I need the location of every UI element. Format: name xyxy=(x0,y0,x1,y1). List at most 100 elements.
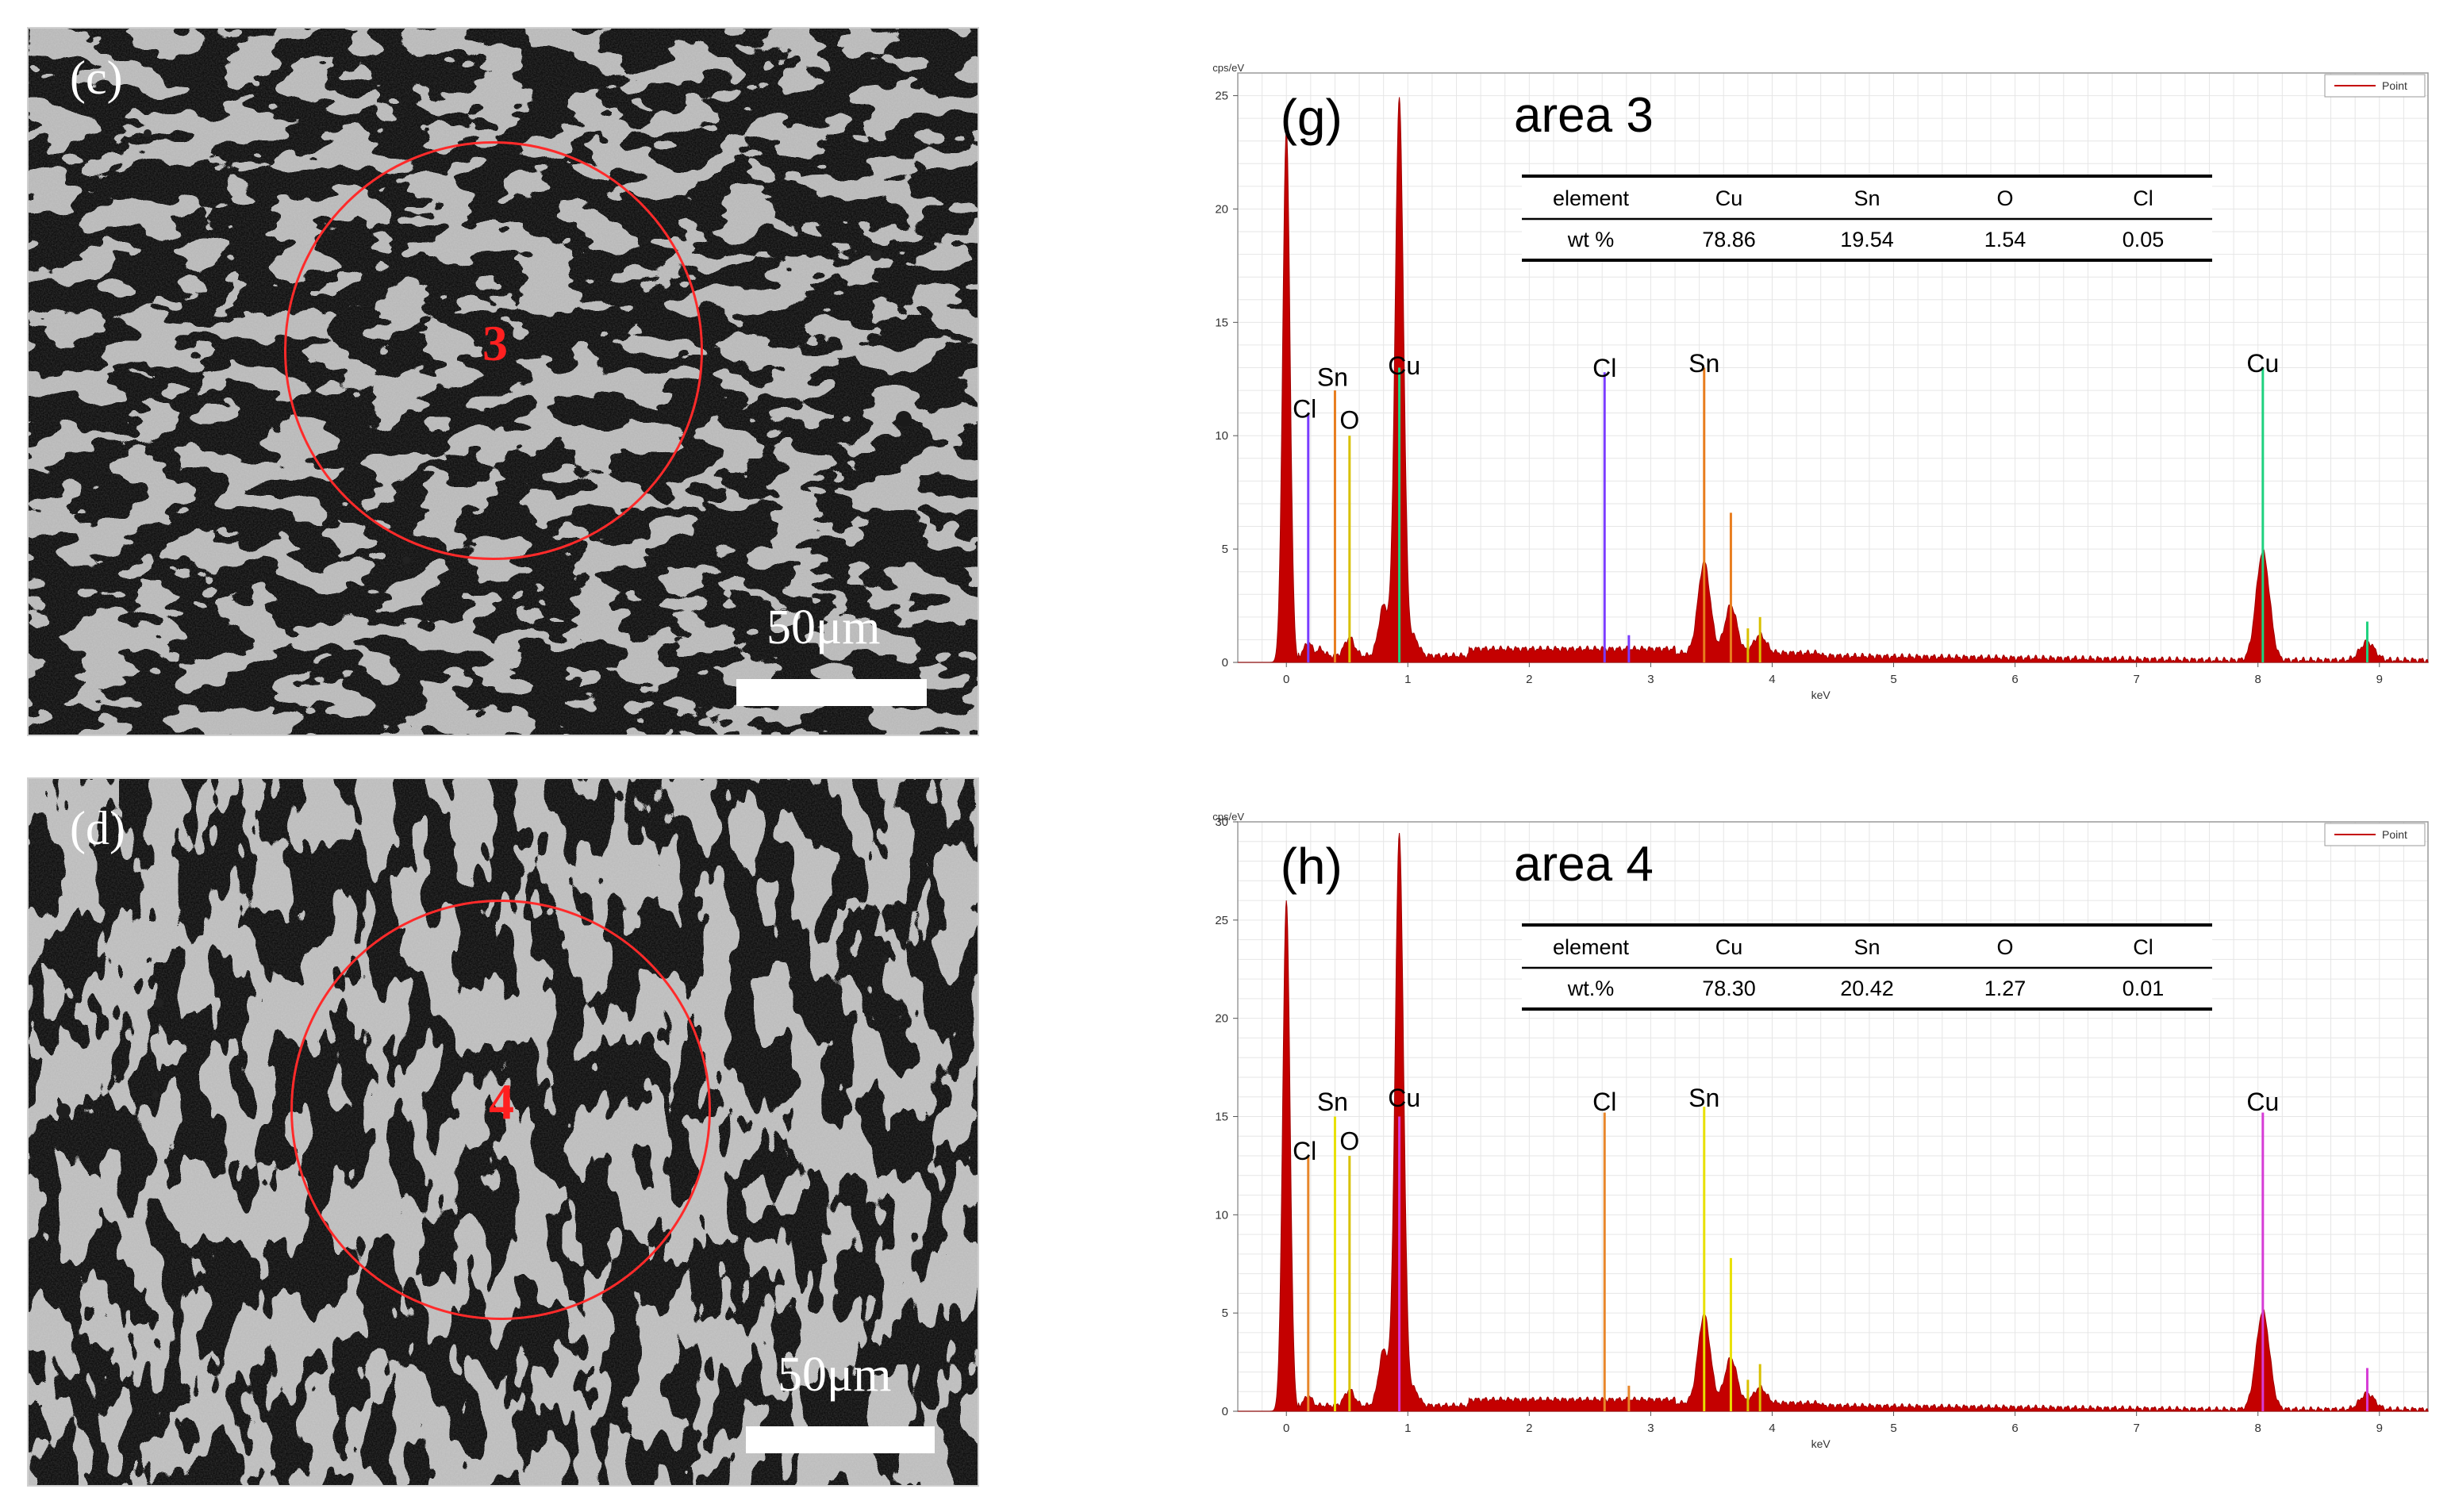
y-tick-label: 15 xyxy=(1215,1111,1228,1124)
legend: Point xyxy=(2324,74,2426,98)
y-tick-label: 5 xyxy=(1222,1307,1228,1320)
y-tick-label: 30 xyxy=(1215,815,1228,829)
peak-label-o: O xyxy=(1339,406,1359,435)
scale-bar-label: 50μm xyxy=(766,601,881,654)
table-row-label: wt.% xyxy=(1567,977,1615,1000)
spectrum-area xyxy=(1238,97,2429,663)
table-header-cell: Cu xyxy=(1715,186,1743,210)
table-value-cell: 20.42 xyxy=(1840,977,1894,1000)
composition-table: element Cu Sn O Cl wt % 78.86 19.54 1.54 0.05 xyxy=(1522,175,2212,262)
table-header-cell: Cl xyxy=(2133,935,2153,959)
peak-label-o: O xyxy=(1339,1127,1359,1156)
peak-label-cu: Cu xyxy=(1388,351,1420,380)
table-header-cell: O xyxy=(1996,186,2013,210)
y-tick-label: 20 xyxy=(1215,1012,1228,1026)
area-circle xyxy=(284,141,703,560)
panel-label: (h) xyxy=(1281,838,1343,895)
x-tick-label: 2 xyxy=(1526,673,1532,686)
table-header-cell: Sn xyxy=(1854,186,1880,210)
eds-spectrum-plot: 0 1 2 3 4 5 6 7 8 9 0 5 10 15 20 25 cps/eV keV Point (g) are… xyxy=(1212,62,2429,701)
x-tick-label: 9 xyxy=(2376,673,2383,686)
element-lines-o xyxy=(1348,1156,1761,1411)
y-tick-label: 25 xyxy=(1215,914,1228,927)
peak-label-cl: Cl xyxy=(1592,1088,1616,1116)
area-number: 3 xyxy=(482,315,508,371)
element-lines-cl xyxy=(1307,1112,1631,1411)
table-header-cell: element xyxy=(1553,186,1630,210)
peak-label-sn: Sn xyxy=(1317,1088,1348,1116)
peak-label-cu: Cu xyxy=(2246,1088,2279,1116)
x-tick-label: 5 xyxy=(1890,1422,1896,1435)
y-tick-label: 10 xyxy=(1215,429,1228,443)
x-tick-label: 8 xyxy=(2255,673,2261,686)
y-axis-label: cps/eV xyxy=(1212,811,1244,823)
composition-table: element Cu Sn O Cl wt.% 78.30 20.42 1.27 0.01 xyxy=(1522,923,2212,1011)
table-value-cell: 78.30 xyxy=(1702,977,1756,1000)
scale-bar-label: 50μm xyxy=(778,1348,892,1402)
x-tick-label: 0 xyxy=(1283,673,1289,686)
legend-label: Point xyxy=(2382,828,2407,841)
y-tick-label: 5 xyxy=(1222,543,1228,556)
x-tick-label: 4 xyxy=(1769,673,1775,686)
x-axis-label: keV xyxy=(1811,689,1831,701)
spectrum-area xyxy=(1238,832,2429,1412)
peak-label-cl: Cl xyxy=(1293,394,1316,423)
x-tick-label: 4 xyxy=(1769,1422,1775,1435)
table-value-cell: 1.27 xyxy=(1984,977,2026,1000)
area-number: 4 xyxy=(489,1073,514,1130)
y-tick-label: 25 xyxy=(1215,90,1228,103)
x-tick-label: 3 xyxy=(1647,1422,1654,1435)
x-axis-label: keV xyxy=(1811,1437,1831,1450)
x-tick-label: 1 xyxy=(1404,1422,1411,1435)
x-tick-label: 5 xyxy=(1890,673,1896,686)
x-tick-label: 1 xyxy=(1404,673,1411,686)
eds-chart-h: 0 1 2 3 4 5 6 7 8 9 0 5 10 15 20 25 30 cps/eV keV Point (h) a… xyxy=(1174,811,2444,1471)
table-value-cell: 0.05 xyxy=(2123,228,2165,251)
scale-bar xyxy=(736,679,927,706)
y-tick-label: 20 xyxy=(1215,202,1228,216)
peak-label-cl: Cl xyxy=(1592,354,1616,382)
table-header-cell: element xyxy=(1553,935,1630,959)
element-lines-cl xyxy=(1307,372,1631,662)
peak-label-cl: Cl xyxy=(1293,1137,1316,1165)
eds-chart-g: 0 1 2 3 4 5 6 7 8 9 0 5 10 15 20 25 cps/eV keV Point (g) are… xyxy=(1174,62,2444,722)
table-header-cell: Cl xyxy=(2133,186,2153,210)
x-tick-label: 0 xyxy=(1283,1422,1289,1435)
y-tick-label: 0 xyxy=(1222,656,1228,670)
peak-label-cu: Cu xyxy=(2246,349,2279,378)
x-tick-label: 6 xyxy=(2011,673,2018,686)
y-tick-label: 10 xyxy=(1215,1208,1228,1222)
chart-title: area 3 xyxy=(1514,88,1654,143)
micrograph-d: (d) 4 50μm xyxy=(27,777,979,1487)
table-header-cell: O xyxy=(1996,935,2013,959)
table-value-cell: 19.54 xyxy=(1840,228,1894,251)
table-row-label: wt % xyxy=(1567,228,1615,251)
peak-label-cu: Cu xyxy=(1388,1084,1420,1112)
element-lines-sn xyxy=(1333,367,1732,662)
x-tick-label: 7 xyxy=(2133,1422,2139,1435)
element-lines-cu xyxy=(1398,1112,2368,1411)
chart-title: area 4 xyxy=(1514,837,1654,892)
element-lines-sn xyxy=(1333,1107,1732,1411)
x-tick-label: 8 xyxy=(2255,1422,2261,1435)
x-tick-label: 7 xyxy=(2133,673,2139,686)
table-value-cell: 78.86 xyxy=(1702,228,1756,251)
legend: Point xyxy=(2324,823,2426,846)
area-circle xyxy=(290,900,711,1320)
peak-label-sn: Sn xyxy=(1688,349,1719,378)
table-header-cell: Cu xyxy=(1715,935,1743,959)
scale-bar xyxy=(746,1426,935,1453)
x-tick-label: 6 xyxy=(2011,1422,2018,1435)
y-tick-label: 15 xyxy=(1215,316,1228,329)
y-tick-label: 0 xyxy=(1222,1405,1228,1418)
panel-label: (c) xyxy=(70,52,123,104)
table-value-cell: 1.54 xyxy=(1984,228,2026,251)
table-header-cell: Sn xyxy=(1854,935,1880,959)
grid xyxy=(1237,821,2429,1412)
x-tick-label: 3 xyxy=(1647,673,1654,686)
x-tick-label: 2 xyxy=(1526,1422,1532,1435)
panel-label: (g) xyxy=(1281,89,1343,146)
peak-label-sn: Sn xyxy=(1317,363,1348,391)
element-lines-cu xyxy=(1398,367,2368,662)
x-tick-label: 9 xyxy=(2376,1422,2383,1435)
